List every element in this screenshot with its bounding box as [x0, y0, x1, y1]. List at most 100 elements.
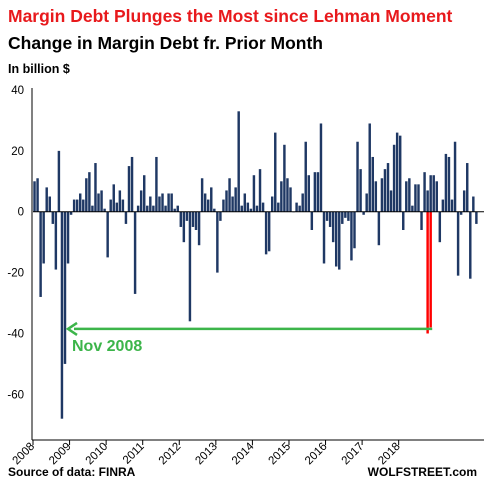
- bar: [133, 211, 137, 294]
- bar: [368, 123, 371, 212]
- bar: [435, 181, 438, 212]
- bar: [289, 187, 292, 212]
- bar: [423, 172, 426, 212]
- bar: [408, 178, 411, 212]
- bar: [322, 211, 326, 264]
- bar: [429, 211, 432, 328]
- bar: [72, 199, 76, 212]
- bar: [82, 199, 85, 212]
- bar: [179, 211, 183, 227]
- bar: [130, 156, 134, 212]
- y-tick-label: -20: [7, 268, 24, 280]
- bar: [328, 211, 332, 227]
- bar-series: [33, 111, 478, 419]
- bar: [112, 184, 115, 212]
- bar: [246, 202, 250, 212]
- bar: [392, 144, 396, 212]
- bar: [210, 187, 213, 212]
- bar: [203, 193, 207, 212]
- bar: [420, 211, 423, 230]
- bar: [298, 205, 301, 212]
- bar: [356, 141, 359, 212]
- bar: [402, 211, 405, 230]
- bar: [377, 211, 381, 246]
- bar: [319, 123, 323, 212]
- bar: [167, 193, 170, 212]
- bar: [219, 211, 222, 221]
- bar: [261, 202, 265, 212]
- bar: [237, 111, 240, 212]
- x-axis: 2008 2009 2010 2011 2012 2013 2014 2015 2016 2017…: [11, 440, 403, 467]
- bar: [334, 211, 338, 267]
- bar: [127, 166, 131, 212]
- bar: [365, 193, 368, 212]
- bar: [42, 211, 45, 264]
- bar: [462, 190, 466, 212]
- bar: [60, 211, 64, 419]
- bar: [295, 202, 298, 212]
- bar: [139, 190, 143, 212]
- bar: [91, 205, 94, 212]
- bar: [231, 196, 234, 212]
- bar: [459, 211, 463, 215]
- bar: [362, 211, 365, 215]
- bar: [48, 196, 51, 212]
- bar: [341, 211, 344, 224]
- bar: [438, 211, 442, 243]
- bar: [143, 175, 146, 212]
- bar: [115, 202, 119, 212]
- bar: [173, 208, 176, 212]
- bar: [307, 175, 311, 212]
- bar: [405, 181, 408, 212]
- brand-label: WOLFSTREET.com: [367, 465, 477, 479]
- chart-title: Margin Debt Plunges the Most since Lehma…: [8, 6, 453, 26]
- bar: [118, 190, 122, 212]
- bar: [197, 211, 201, 246]
- bar: [469, 211, 472, 279]
- bar: [182, 211, 186, 243]
- bar: [426, 190, 429, 212]
- bar: [51, 211, 55, 224]
- bar: [85, 178, 88, 212]
- bar: [100, 190, 103, 212]
- bar: [258, 169, 262, 212]
- bar: [57, 150, 61, 212]
- bar: [398, 135, 402, 212]
- bar: [432, 175, 435, 212]
- bar: [316, 172, 320, 212]
- bar: [124, 211, 128, 224]
- bar: [94, 163, 97, 212]
- bar: [194, 211, 198, 230]
- bar: [228, 178, 231, 212]
- bar: [353, 211, 356, 249]
- bar: [310, 211, 314, 230]
- bar: [286, 178, 289, 212]
- arrow-head: [65, 321, 78, 336]
- bar: [213, 208, 216, 212]
- bar: [389, 190, 393, 212]
- bar: [456, 211, 460, 276]
- bar: [359, 169, 362, 212]
- bar: [252, 175, 256, 212]
- bar: [386, 163, 390, 212]
- bar: [45, 187, 48, 212]
- bar: [63, 211, 67, 364]
- bar: [313, 172, 317, 212]
- bar: [149, 196, 152, 212]
- bar: [106, 211, 109, 258]
- bar: [188, 211, 192, 322]
- bar: [444, 153, 448, 212]
- bar: [185, 211, 189, 221]
- bar: [66, 211, 70, 264]
- y-tick-label: -60: [7, 389, 24, 401]
- bar: [264, 211, 268, 255]
- y-tick-label: 0: [18, 207, 24, 219]
- bar: [75, 199, 79, 212]
- bar: [255, 205, 259, 212]
- bar: [447, 156, 451, 212]
- y-tick-label: -40: [7, 328, 24, 340]
- y-tick-label: 40: [11, 85, 24, 97]
- bar: [243, 193, 247, 212]
- bar: [176, 205, 179, 212]
